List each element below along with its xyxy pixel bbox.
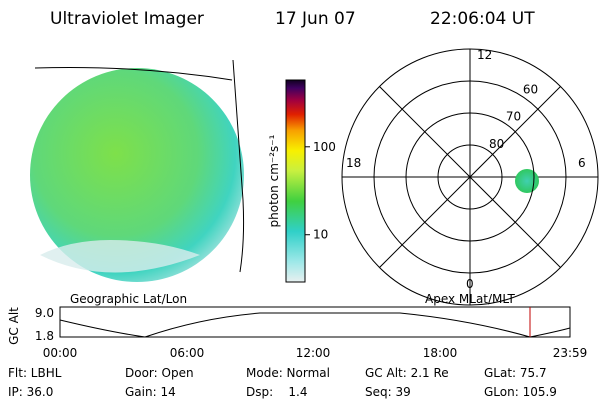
x-tick-label: 00:00 bbox=[43, 346, 78, 360]
status-field: Mode: Normal bbox=[246, 366, 330, 380]
map-line bbox=[232, 59, 245, 273]
y-axis-label: GC Alt bbox=[7, 307, 21, 345]
date: 17 Jun 07 bbox=[275, 9, 356, 29]
lat-label: 70 bbox=[506, 110, 521, 124]
status-field: Flt: LBHL bbox=[8, 366, 62, 380]
status-field: IP: 36.0 bbox=[8, 385, 53, 399]
aurora-spot bbox=[515, 169, 539, 193]
status-field: Seq: 39 bbox=[365, 385, 411, 399]
lat-label: 60 bbox=[523, 83, 538, 97]
x-tick-label: 12:00 bbox=[296, 346, 331, 360]
x-tick-label: 23:59 bbox=[553, 346, 588, 360]
status-field: Dsp: 1.4 bbox=[246, 385, 308, 399]
status-field: GLat: 75.7 bbox=[484, 366, 547, 380]
mlt-label: 18 bbox=[346, 156, 361, 170]
status-field: Door: Open bbox=[125, 366, 194, 380]
status-field: GC Alt: 2.1 Re bbox=[365, 366, 449, 380]
status-field: GLon: 105.9 bbox=[484, 385, 557, 399]
panel-label: Apex MLat/MLT bbox=[425, 292, 515, 306]
lat-ring bbox=[405, 112, 535, 242]
x-tick-label: 18:00 bbox=[423, 346, 458, 360]
colorbar bbox=[285, 79, 306, 283]
mlt-label: 0 bbox=[466, 277, 474, 291]
x-tick-label: 06:00 bbox=[170, 346, 205, 360]
panel-label: Geographic Lat/Lon bbox=[70, 292, 187, 306]
polar-plot: 12 18 6 0 bbox=[341, 48, 599, 306]
lat-ring bbox=[373, 80, 567, 274]
lat-label: 80 bbox=[489, 137, 504, 151]
y-tick-label: 1.8 bbox=[35, 329, 54, 343]
title: Ultraviolet Imager bbox=[50, 9, 204, 29]
image-region bbox=[40, 240, 200, 273]
y-tick-label: 9.0 bbox=[35, 306, 54, 320]
earth-image bbox=[30, 68, 244, 282]
time: 22:06:04 UT bbox=[430, 9, 535, 29]
colorbar-tick-label: 10 bbox=[313, 228, 328, 242]
orbit-curve bbox=[59, 312, 571, 338]
map-line bbox=[34, 67, 233, 81]
colorbar-label: photon cm⁻²s⁻¹ bbox=[267, 134, 281, 227]
status-field: Gain: 14 bbox=[125, 385, 176, 399]
mlt-label: 12 bbox=[477, 48, 492, 62]
colorbar-tick-label: 100 bbox=[313, 140, 336, 154]
orbit-frame bbox=[59, 306, 571, 338]
axis-line bbox=[379, 86, 561, 268]
lat-ring bbox=[437, 144, 503, 210]
mlt-label: 6 bbox=[578, 156, 586, 170]
